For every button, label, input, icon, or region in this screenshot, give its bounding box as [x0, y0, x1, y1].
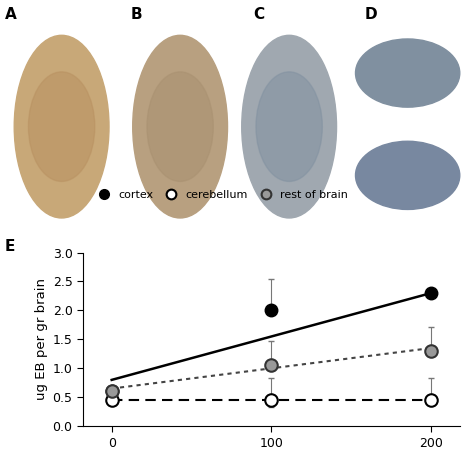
Ellipse shape — [133, 35, 228, 218]
Legend: cortex, cerebellum, rest of brain: cortex, cerebellum, rest of brain — [89, 185, 353, 204]
Ellipse shape — [356, 141, 460, 209]
Ellipse shape — [356, 39, 460, 107]
Text: B: B — [130, 7, 142, 22]
Ellipse shape — [242, 35, 337, 218]
Text: A: A — [5, 7, 17, 22]
Ellipse shape — [14, 35, 109, 218]
Ellipse shape — [28, 72, 95, 181]
Y-axis label: ug EB per gr brain: ug EB per gr brain — [36, 278, 48, 400]
Text: D: D — [365, 7, 378, 22]
Text: E: E — [5, 239, 15, 254]
Ellipse shape — [147, 72, 213, 181]
Ellipse shape — [256, 72, 322, 181]
Text: C: C — [254, 7, 264, 22]
